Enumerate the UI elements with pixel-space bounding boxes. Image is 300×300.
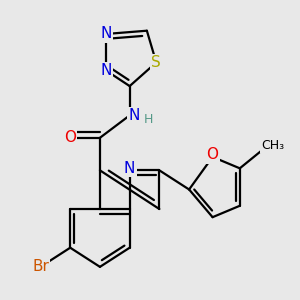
- Text: N: N: [100, 26, 112, 41]
- Text: N: N: [100, 63, 112, 78]
- Text: CH₃: CH₃: [261, 140, 284, 152]
- Text: N: N: [124, 161, 135, 176]
- Text: O: O: [207, 147, 219, 162]
- Text: S: S: [152, 55, 161, 70]
- Text: N: N: [129, 108, 140, 123]
- Text: Br: Br: [32, 260, 49, 274]
- Text: O: O: [64, 130, 76, 145]
- Text: H: H: [144, 113, 153, 126]
